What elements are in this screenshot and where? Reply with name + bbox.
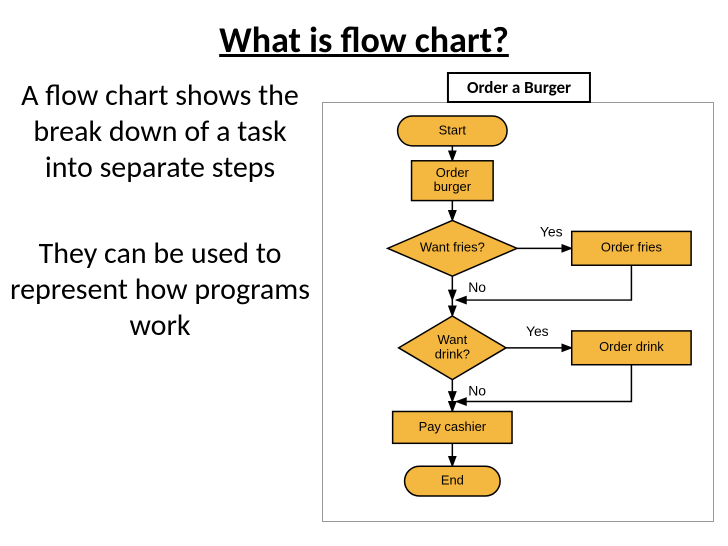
content-row: A flow chart shows the break down of a t… <box>0 72 728 344</box>
flowchart-svg: Yes No Yes No Start Orderburger Want fries? Ord… <box>323 103 713 521</box>
svg-text:End: End <box>441 473 464 488</box>
flowchart-frame: Yes No Yes No Start Orderburger Want fries? Ord… <box>322 102 714 522</box>
svg-text:Pay cashier: Pay cashier <box>419 419 487 434</box>
svg-text:Yes: Yes <box>526 323 549 339</box>
flowchart-title: Order a Burger <box>447 72 591 103</box>
paragraph-2: They can be used to represent how progra… <box>10 236 310 344</box>
svg-text:Want fries?: Want fries? <box>420 240 485 255</box>
svg-text:Order drink: Order drink <box>599 339 664 354</box>
left-text-column: A flow chart shows the break down of a t… <box>10 72 310 344</box>
svg-text:No: No <box>468 383 486 399</box>
svg-text:burger: burger <box>434 179 472 194</box>
svg-text:Start: Start <box>439 122 467 137</box>
svg-text:Want: Want <box>437 332 467 347</box>
paragraph-1: A flow chart shows the break down of a t… <box>10 78 310 186</box>
svg-text:Order: Order <box>436 165 470 180</box>
svg-text:Order fries: Order fries <box>601 240 662 255</box>
svg-text:drink?: drink? <box>435 346 470 361</box>
svg-text:No: No <box>468 279 486 295</box>
page-title: What is flow chart? <box>0 0 728 72</box>
svg-text:Yes: Yes <box>540 223 563 239</box>
